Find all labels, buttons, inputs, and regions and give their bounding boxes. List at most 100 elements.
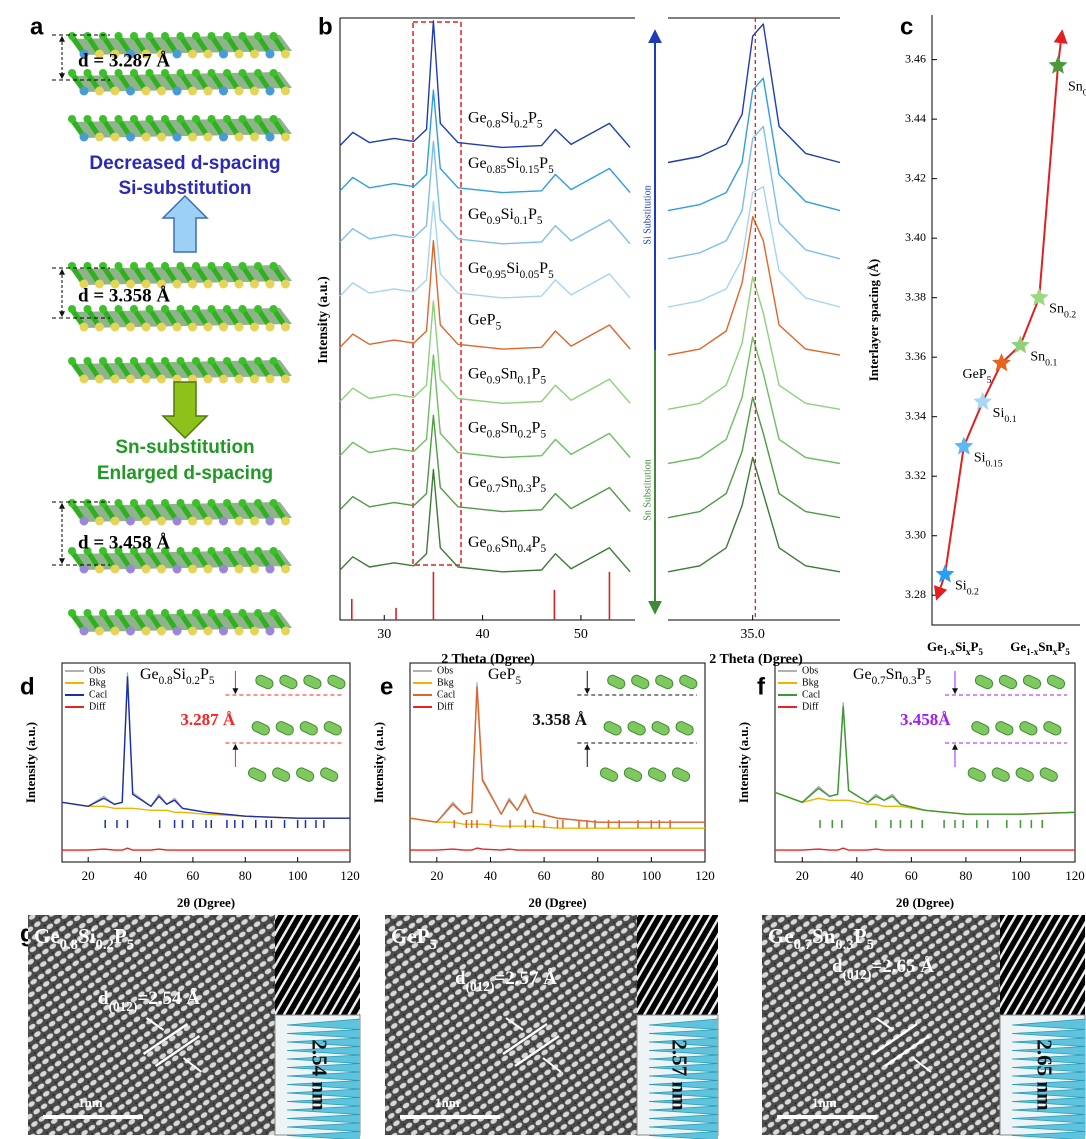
text-part: Sn [501,474,518,491]
fft-label: 2.57 nm [668,1039,692,1111]
x-tick-label: 40 [484,868,497,883]
y-axis-label: Intensity (a.u.) [23,722,38,803]
axis-frame [668,17,840,621]
y-tick-label: 3.40 [905,230,926,244]
atom [130,499,138,507]
data-line [667,336,841,465]
atom [176,305,185,313]
text-part: Ge [468,365,487,382]
text-part: Ge [468,109,487,126]
text-part: Si [501,109,515,126]
x-tick-label: 40 [850,868,863,883]
atom [95,564,104,574]
legend-label: Obs [437,665,453,676]
atom [238,262,247,270]
y-tick-label: 3.28 [905,587,926,601]
subscript: 5 [516,675,522,687]
series-label: Ge0.8Si0.2P5 [468,109,543,130]
layer-rod [255,674,274,690]
series-label: Ge0.85Si0.15P5 [468,154,554,175]
layer-rod [675,721,694,736]
atom [126,132,135,142]
atom [192,115,200,123]
atom [110,279,120,289]
atom [79,132,89,142]
atom [145,262,154,270]
atom [281,626,290,636]
lattice-arrow [912,1057,932,1073]
layer-rod [1019,721,1038,736]
atom [265,626,275,636]
text-part: P [507,666,516,683]
data-point [992,353,1011,372]
atom [203,279,213,289]
atom [265,86,275,96]
y-axis-label: Intensity (a.u.) [316,276,331,364]
atom [95,279,104,289]
atom [172,626,182,636]
atom [250,374,259,384]
atom [250,86,259,96]
text-part: Si [955,579,967,594]
atom [219,279,228,289]
data-line [61,676,350,819]
atom [254,547,262,555]
atom [254,609,262,617]
point-label: Si0.2 [955,579,979,598]
subscript: 0.15 [520,163,540,175]
atom [223,499,231,507]
atom [95,516,104,526]
compound-label: GeP5 [488,666,522,687]
atom [219,86,228,96]
layer-rod [651,721,670,736]
tem-spacing: d(012)=2.57 Å [455,968,557,993]
atom [254,32,262,40]
line-profile [286,1018,361,1139]
atom [141,86,151,96]
data-line [667,276,841,410]
x-tick-label: 80 [239,868,252,883]
text-part: d [455,968,466,989]
atom [114,32,123,40]
atom [250,49,259,59]
atom [114,547,123,555]
y-tick-label: 3.44 [905,111,926,125]
atom [141,279,151,289]
layer-rod [275,721,294,736]
x-tick-label: 60 [538,868,551,883]
layer-rod [1015,767,1034,782]
text-part: P [532,365,541,382]
atom [223,262,231,270]
atom [79,626,89,636]
layer-rod [603,721,622,736]
atom [99,115,107,123]
x-axis-label: 2θ (Dgree) [177,895,235,910]
point-label: Si0.15 [974,451,1003,470]
text-part: P [1057,639,1065,654]
point-label: Si0.1 [993,406,1017,425]
atom [192,32,200,40]
text-part: Ge [468,260,487,277]
layer-rod [296,767,315,782]
atom [130,547,138,555]
compound-label: Ge0.7Sn0.3P5 [853,666,931,687]
layer-rod [631,674,650,690]
data-line [667,125,841,260]
series-label: Ge0.9Si0.1P5 [468,206,543,227]
atom [141,374,151,384]
subscript: 0.2 [96,937,114,953]
atom [188,86,197,96]
atom [141,564,151,574]
x-tick-label: 100 [1011,868,1031,883]
subscript: 1-x [1026,647,1039,657]
atom [238,609,247,617]
subscript: 0.2 [967,586,979,597]
atom [95,49,104,59]
subscript: 0.6 [487,543,501,555]
atom [269,32,278,40]
text-part: Ge [140,666,159,683]
atom [110,86,120,96]
atom [269,305,278,313]
atom [265,322,275,332]
atom [83,115,92,123]
